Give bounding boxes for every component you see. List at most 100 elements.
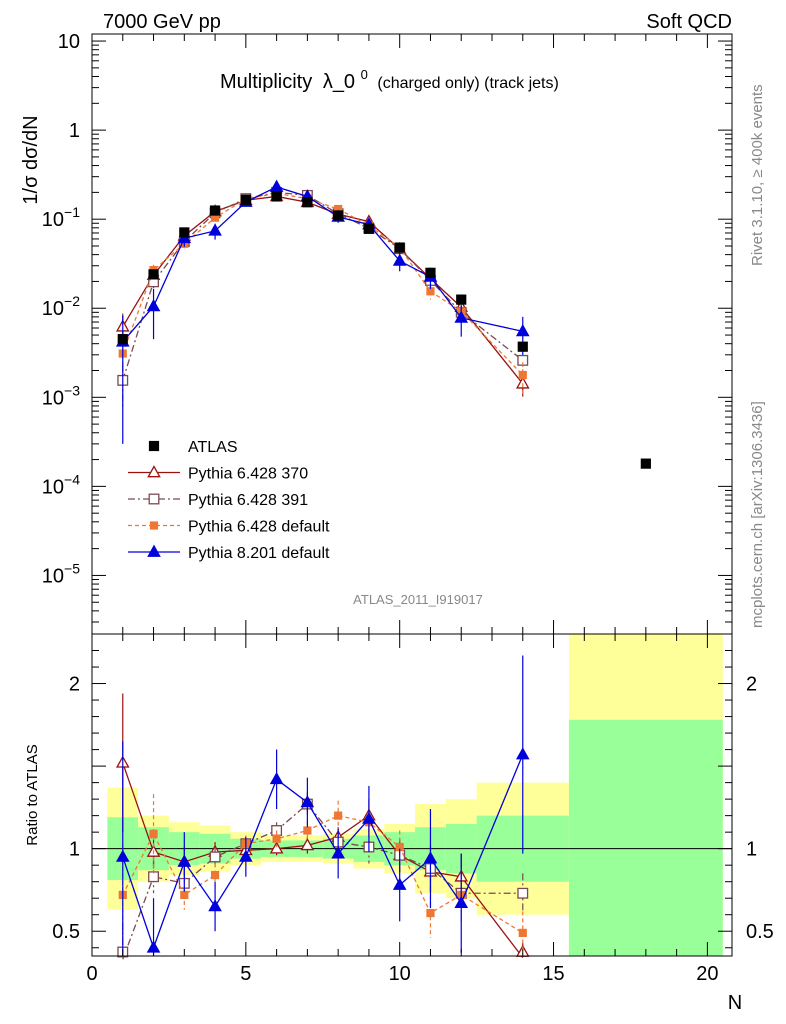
legend-entry: Pythia 6.428 370: [128, 465, 308, 483]
ratio-y-tick-label: 2: [69, 674, 80, 696]
y-tick-label: 10−3: [42, 382, 80, 409]
ratio-point: [180, 890, 189, 900]
ratio-point: [423, 851, 438, 864]
ratio-point: [269, 771, 284, 785]
ratio-point: [517, 887, 529, 899]
x-axis: 0 5 10 15 20: [86, 634, 719, 985]
header-energy-label: 7000 GeV pp: [103, 11, 221, 33]
main-x-ticks: [91, 34, 708, 634]
ratio-y-axis: 2 2 1 1 0.5 0.5: [52, 650, 774, 949]
series-point: [515, 376, 530, 389]
ratio-point: [239, 849, 253, 862]
ratio-point: [518, 928, 527, 937]
y-tick-label: 1: [69, 120, 80, 142]
atlas-data-point: [240, 194, 251, 205]
y-tick-label: 10−1: [42, 204, 80, 231]
ratio-point: [210, 870, 220, 880]
series-point: [208, 223, 222, 236]
series-point: [269, 179, 284, 192]
series-point: [146, 299, 161, 312]
legend-marker: [148, 440, 160, 452]
ratio-point: [303, 826, 312, 835]
ratio-y-tick-label-right: 1: [746, 839, 757, 861]
analysis-id-label: ATLAS_2011_I919017: [353, 592, 483, 607]
y-tick-base: 1: [69, 120, 80, 142]
y-tick-exponent: −5: [64, 560, 80, 576]
header-category-label: Soft QCD: [646, 11, 732, 33]
atlas-data-point: [640, 458, 651, 469]
y-tick-exponent: −1: [64, 204, 80, 220]
ratio-frame: [91, 633, 733, 957]
legend-label: Pythia 6.428 391: [188, 492, 308, 509]
legend-entry: ATLAS: [148, 439, 238, 456]
ratio-point: [115, 849, 130, 862]
legend-marker: [147, 544, 161, 557]
y-tick-label: 10−2: [42, 293, 80, 320]
series-line-0: [122, 195, 524, 385]
y-tick-label: 10: [58, 31, 80, 53]
ratio-y-axis-label: Ratio to ATLAS: [24, 744, 41, 845]
title-suffix: (charged only) (track jets): [377, 75, 558, 92]
atlas-data-point: [117, 334, 128, 345]
main-plot-area: [115, 179, 651, 469]
legend-label: Pythia 6.428 370: [188, 466, 308, 483]
atlas-data-point: [394, 242, 405, 253]
atlas-data-point: [179, 227, 190, 238]
ratio-point: [177, 854, 192, 867]
y-tick-base: 10: [42, 209, 64, 231]
atlas-data-point: [271, 191, 282, 202]
mcplots-label: mcplots.cern.ch [arXiv:1306.3436]: [749, 401, 766, 628]
ratio-point: [426, 908, 435, 918]
atlas-data-point: [302, 197, 313, 208]
ratio-plot-area: [92, 634, 732, 960]
ratio-point: [269, 841, 284, 854]
y-tick-base: 10: [42, 298, 64, 320]
series-point: [518, 370, 527, 380]
title-superscript: 0: [361, 67, 368, 82]
ratio-point: [334, 811, 343, 820]
ratio-point: [515, 747, 530, 760]
x-tick-label: 5: [240, 963, 251, 985]
ratio-point: [272, 834, 281, 843]
atlas-data-point: [456, 294, 467, 305]
legend-entry: Pythia 8.201 default: [128, 544, 330, 562]
x-tick-label: 10: [389, 963, 411, 985]
atlas-data-point: [148, 269, 159, 280]
ratio-point: [209, 851, 221, 863]
x-axis-label: N: [728, 992, 742, 1014]
series-line-1: [122, 191, 524, 381]
ratio-point: [208, 899, 222, 912]
legend-label: Pythia 8.201 default: [188, 545, 330, 562]
main-frame: [91, 33, 733, 635]
y-tick-exponent: −2: [64, 293, 80, 309]
ratio-point: [300, 838, 315, 851]
y-tick-base: 10: [58, 31, 80, 53]
title-main: Multiplicity: [220, 71, 312, 93]
series-point: [392, 253, 407, 266]
y-tick-label: 10−4: [42, 471, 80, 498]
ratio-point: [331, 846, 345, 859]
legend-marker: [147, 465, 161, 478]
legend: ATLAS Pythia 6.428 370 Pythia 6.428 391 Pyt…: [128, 439, 330, 562]
atlas-data-point: [333, 210, 344, 221]
atlas-data-point: [209, 205, 221, 216]
x-tick-label: 15: [542, 963, 564, 985]
legend-label: Pythia 6.428 default: [188, 519, 330, 536]
ratio-point: [392, 877, 407, 890]
ratio-y-tick-label-right: 0.5: [746, 921, 774, 943]
legend-marker: [149, 521, 159, 530]
ratio-point: [149, 829, 158, 838]
atlas-data-point: [425, 267, 436, 278]
series-point: [454, 310, 469, 323]
atlas-data-point: [517, 341, 528, 352]
series-line-2: [122, 192, 524, 376]
atlas-data-point: [363, 223, 375, 234]
plot-title: Multiplicity λ_0 0 (charged only) (track…: [220, 62, 559, 93]
uncertainty-band-inner: [568, 719, 723, 956]
y-axis-label: 1/σ dσ/dN: [20, 115, 42, 204]
ratio-y-tick-label: 0.5: [52, 921, 80, 943]
y-tick-label: 10−5: [42, 560, 80, 587]
